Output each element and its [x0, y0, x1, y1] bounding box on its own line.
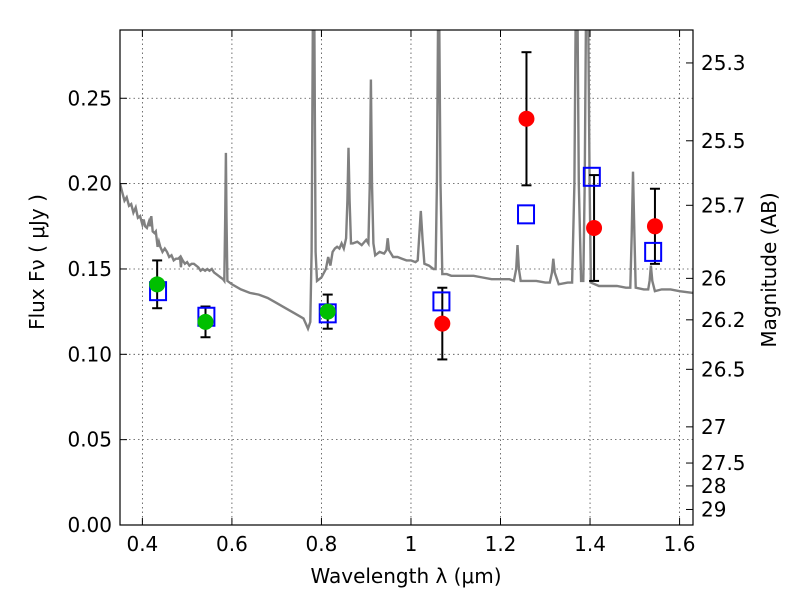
- right-tick-label: 29: [701, 497, 726, 521]
- green-data-point: [319, 303, 336, 320]
- data-marks: [149, 51, 663, 361]
- y-tick-label: 0.25: [67, 86, 112, 110]
- x-tick-label: 1.2: [485, 532, 517, 556]
- x-tick-label: 1.4: [574, 532, 606, 556]
- y-tick-label: 0.00: [67, 513, 112, 537]
- tick-layer: 0.4 0.6 0.8 1 1.2 1.4 1.6 0.00 0.05 0.10 0.15 0.20 0…: [67, 30, 746, 556]
- red-data-point: [518, 110, 535, 127]
- right-tick-label: 27.5: [701, 451, 746, 475]
- right-tick-label: 26.5: [701, 357, 746, 381]
- x-tick-label: 1.6: [664, 532, 696, 556]
- right-tick-label: 28: [701, 474, 726, 498]
- y-tick-label: 0.20: [67, 172, 112, 196]
- model-spectrum-line: [120, 30, 693, 333]
- x-tick-label: 0.4: [126, 532, 158, 556]
- grid-layer: [120, 30, 693, 526]
- right-tick-label: 25.5: [701, 129, 746, 153]
- model-square: [582, 166, 601, 187]
- red-data-point: [646, 218, 663, 235]
- x-tick-label: 0.8: [306, 532, 338, 556]
- y-axis-label: Flux Fν ( μJy ): [25, 194, 49, 330]
- y-tick-label: 0.15: [67, 257, 112, 281]
- right-tick-label: 25.3: [701, 51, 746, 75]
- x-axis-label: Wavelength λ (μm): [310, 564, 501, 588]
- right-tick-label: 26.2: [701, 308, 746, 332]
- right-tick-label: 25.7: [701, 193, 746, 217]
- model-square: [432, 291, 451, 312]
- right-axis-label: Magnitude (AB): [757, 192, 781, 347]
- x-tick-label: 1: [405, 532, 418, 556]
- y-tick-label: 0.05: [67, 428, 112, 452]
- green-data-point: [197, 313, 214, 330]
- red-data-point: [586, 220, 603, 236]
- red-data-point: [434, 315, 451, 332]
- y-tick-label: 0.10: [67, 342, 112, 366]
- model-square: [644, 241, 663, 262]
- right-tick-label: 27: [701, 415, 726, 439]
- plot-frame: [119, 29, 694, 526]
- model-square: [517, 204, 536, 225]
- right-tick-label: 26: [701, 266, 726, 290]
- x-tick-label: 0.6: [216, 532, 248, 556]
- green-data-point: [149, 276, 166, 293]
